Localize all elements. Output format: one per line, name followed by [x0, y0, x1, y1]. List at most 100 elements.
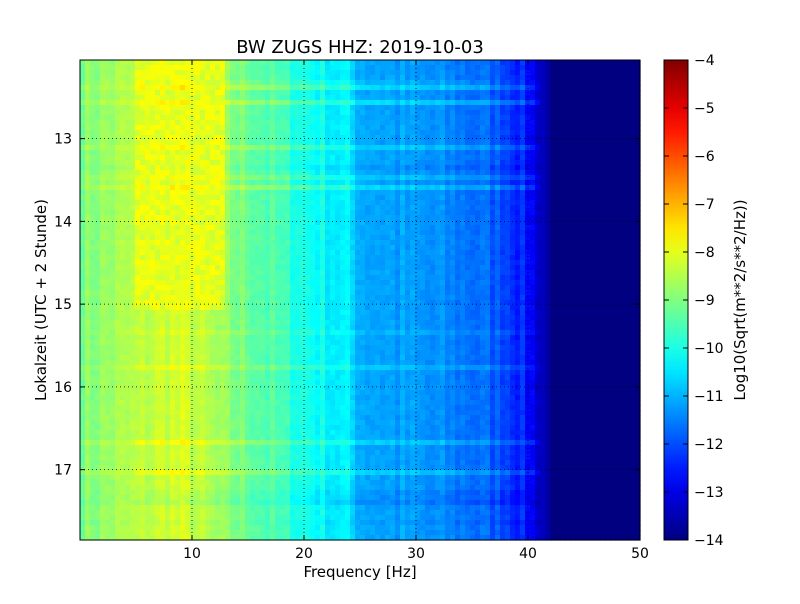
spectrogram-cell	[370, 260, 376, 266]
spectrogram-cell	[435, 205, 441, 211]
spectrogram-cell	[375, 235, 381, 241]
spectrogram-cell	[425, 265, 431, 271]
spectrogram-cell	[450, 65, 456, 71]
spectrogram-cell	[250, 65, 256, 71]
spectrogram-cell	[340, 140, 346, 146]
spectrogram-cell	[215, 105, 221, 111]
spectrogram-cell	[605, 200, 611, 206]
spectrogram-cell	[445, 135, 451, 141]
spectrogram-cell	[540, 220, 546, 226]
spectrogram-cell	[295, 175, 301, 181]
spectrogram-cell	[305, 230, 311, 236]
spectrogram-cell	[170, 145, 176, 151]
spectrogram-cell	[305, 155, 311, 161]
spectrogram-cell	[495, 245, 501, 251]
spectrogram-cell	[245, 225, 251, 231]
spectrogram-cell	[160, 90, 166, 96]
spectrogram-cell	[185, 125, 191, 131]
spectrogram-cell	[455, 200, 461, 206]
spectrogram-cell	[110, 85, 116, 91]
spectrogram-cell	[550, 75, 556, 81]
spectrogram-cell	[225, 105, 231, 111]
spectrogram-cell	[110, 65, 116, 71]
spectrogram-cell	[280, 150, 286, 156]
spectrogram-cell	[300, 240, 306, 246]
spectrogram-cell	[620, 135, 626, 141]
spectrogram-cell	[515, 270, 521, 276]
spectrogram-cell	[280, 210, 286, 216]
spectrogram-cell	[170, 280, 176, 286]
spectrogram-cell	[540, 155, 546, 161]
spectrogram-cell	[195, 250, 201, 256]
spectrogram-cell	[175, 155, 181, 161]
spectrogram-cell	[155, 65, 161, 71]
spectrogram-cell	[105, 220, 111, 226]
spectrogram-cell	[515, 260, 521, 266]
spectrogram-cell	[145, 90, 151, 96]
spectrogram-cell	[510, 90, 516, 96]
spectrogram-cell	[90, 80, 96, 86]
spectrogram-cell	[165, 115, 171, 121]
spectrogram-cell	[370, 110, 376, 116]
spectrogram-cell	[170, 235, 176, 241]
spectrogram-cell	[535, 115, 541, 121]
spectrogram-cell	[140, 160, 146, 166]
spectrogram-cell	[255, 100, 261, 106]
spectrogram-cell	[150, 65, 156, 71]
spectrogram-cell	[520, 175, 526, 181]
spectrogram-cell	[520, 235, 526, 241]
spectrogram-cell	[240, 80, 246, 86]
spectrogram-cell	[395, 195, 401, 201]
spectrogram-cell	[285, 265, 291, 271]
spectrogram-cell	[445, 275, 451, 281]
spectrogram-cell	[305, 240, 311, 246]
spectrogram-cell	[285, 110, 291, 116]
spectrogram-cell	[450, 215, 456, 221]
spectrogram-cell	[185, 275, 191, 281]
spectrogram-cell	[545, 160, 551, 166]
spectrogram-cell	[400, 85, 406, 91]
spectrogram-cell	[145, 170, 151, 176]
spectrogram-cell	[610, 155, 616, 161]
spectrogram-cell	[425, 85, 431, 91]
spectrogram-cell	[275, 225, 281, 231]
spectrogram-cell	[490, 210, 496, 216]
spectrogram-cell	[615, 265, 621, 271]
spectrogram-cell	[515, 210, 521, 216]
spectrogram-cell	[500, 235, 506, 241]
spectrogram-cell	[285, 160, 291, 166]
spectrogram-cell	[435, 225, 441, 231]
spectrogram-cell	[290, 65, 296, 71]
spectrogram-cell	[135, 115, 141, 121]
spectrogram-cell	[515, 265, 521, 271]
spectrogram-cell	[345, 265, 351, 271]
spectrogram-cell	[280, 230, 286, 236]
spectrogram-cell	[480, 240, 486, 246]
spectrogram-cell	[255, 90, 261, 96]
spectrogram-cell	[615, 195, 621, 201]
spectrogram-cell	[430, 255, 436, 261]
spectrogram-cell	[415, 215, 421, 221]
spectrogram-cell	[270, 180, 276, 186]
spectrogram-cell	[605, 85, 611, 91]
spectrogram-cell	[560, 125, 566, 131]
spectrogram-cell	[195, 130, 201, 136]
spectrogram-cell	[560, 235, 566, 241]
spectrogram-cell	[330, 190, 336, 196]
spectrogram-cell	[95, 90, 101, 96]
spectrogram-cell	[205, 235, 211, 241]
spectrogram-cell	[505, 160, 511, 166]
spectrogram-plot	[80, 60, 641, 541]
spectrogram-cell	[320, 80, 326, 86]
spectrogram-cell	[565, 65, 571, 71]
spectrogram-cell	[185, 110, 191, 116]
spectrogram-cell	[280, 260, 286, 266]
spectrogram-cell	[90, 100, 96, 106]
spectrogram-cell	[375, 175, 381, 181]
spectrogram-cell	[600, 235, 606, 241]
spectrogram-cell	[180, 125, 186, 131]
spectrogram-cell	[635, 160, 641, 166]
spectrogram-cell	[510, 200, 516, 206]
spectrogram-cell	[570, 210, 576, 216]
spectrogram-cell	[85, 195, 91, 201]
